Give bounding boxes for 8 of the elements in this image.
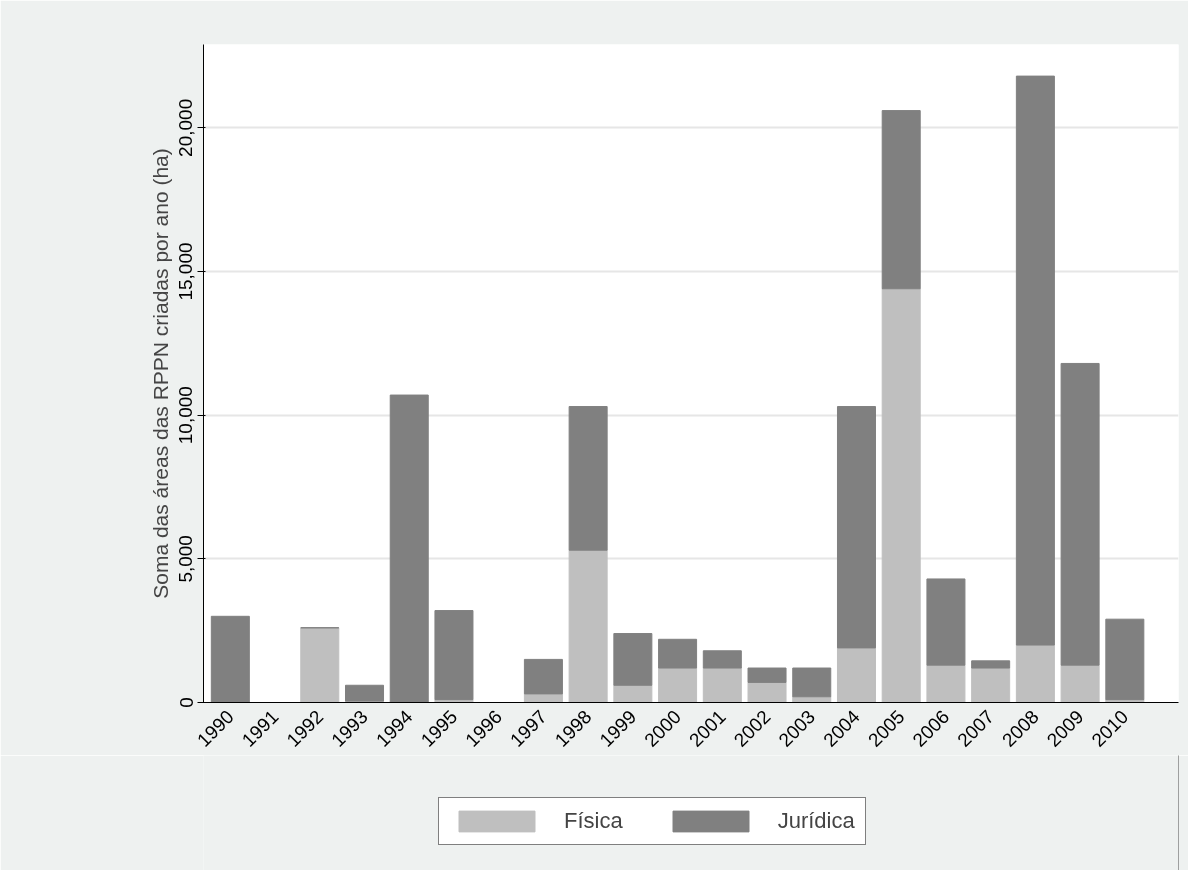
- y-tick-label: 10,000: [175, 386, 197, 445]
- y-tick-label: 5,000: [175, 535, 197, 583]
- y-tick-label: 15,000: [175, 242, 197, 301]
- legend-label: Física: [564, 808, 623, 834]
- y-tick-label: 20,000: [175, 98, 197, 157]
- y-axis-title: Soma das áreas das RPPN criadas por ano (ha): [148, 148, 172, 599]
- legend-label: Jurídica: [777, 808, 855, 834]
- y-tick-label: 0: [175, 697, 197, 708]
